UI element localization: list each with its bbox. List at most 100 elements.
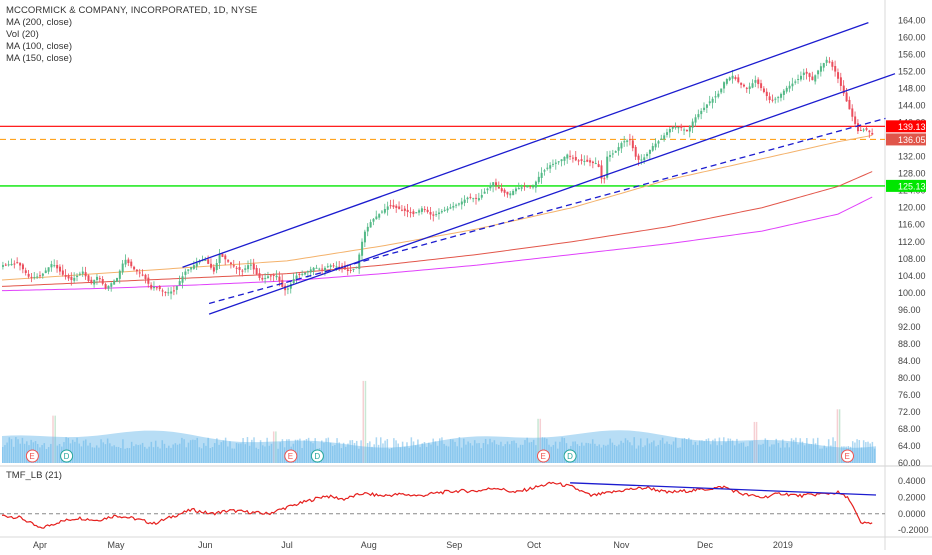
candle <box>466 197 469 200</box>
channel-middle-line[interactable] <box>208 73 896 315</box>
volume-bar <box>867 441 869 463</box>
volume-bar <box>758 444 760 463</box>
candle <box>489 185 492 189</box>
candle <box>98 278 101 280</box>
volume-bar <box>578 445 581 463</box>
volume-bar <box>694 441 697 463</box>
candle <box>515 188 517 192</box>
volume-bar <box>54 415 56 463</box>
candle <box>4 264 7 266</box>
candle <box>395 205 398 209</box>
candle <box>606 156 609 178</box>
channel-upper-line[interactable] <box>182 22 869 268</box>
candle <box>620 143 623 149</box>
candle <box>258 273 261 278</box>
volume-bar <box>626 440 629 463</box>
candle <box>432 214 435 216</box>
volume-bar <box>220 442 222 463</box>
volume-bar <box>620 440 622 463</box>
candle <box>133 266 136 270</box>
volume-bar <box>738 443 740 463</box>
volume-bar <box>795 437 797 463</box>
volume-bar <box>865 442 867 463</box>
candle <box>734 77 737 80</box>
volume-bar <box>417 439 419 463</box>
volume-bar <box>751 440 753 463</box>
volume-bar <box>587 443 590 463</box>
candle <box>352 268 355 270</box>
candle <box>227 260 230 262</box>
channel-lower-dashed-line[interactable] <box>208 117 886 305</box>
candle <box>24 270 27 273</box>
candle <box>298 273 301 275</box>
volume-bar <box>659 440 662 463</box>
candle <box>648 150 651 154</box>
indicator-vol[interactable]: Vol (20) <box>6 29 39 40</box>
candle <box>326 266 329 268</box>
volume-bar <box>353 442 356 463</box>
volume-bar <box>723 437 725 463</box>
earnings-marker[interactable] <box>284 449 298 463</box>
candle <box>306 271 309 273</box>
volume-bar <box>327 437 330 463</box>
volume-bar <box>854 442 856 463</box>
price-tick-label: 112.00 <box>898 237 925 247</box>
volume-bar <box>449 439 452 463</box>
time-tick-label: May <box>107 540 125 550</box>
volume-bar <box>117 446 120 463</box>
volume-bar <box>355 440 358 463</box>
price-tick-label: 132.00 <box>898 152 926 162</box>
volume-bar <box>207 437 209 463</box>
volume-bar <box>95 445 98 463</box>
volume-bar <box>192 439 194 463</box>
volume-bar <box>766 440 769 463</box>
candle <box>472 198 475 200</box>
volume-bar <box>23 443 26 463</box>
indicator-ma100[interactable]: MA (100, close) <box>6 41 72 52</box>
volume-bar <box>113 445 115 463</box>
dividend-marker[interactable] <box>563 449 577 463</box>
volume-bar <box>15 437 17 463</box>
candle <box>335 266 338 268</box>
candle <box>130 261 133 267</box>
volume-bar <box>657 444 659 463</box>
candle <box>144 274 147 279</box>
earnings-marker[interactable] <box>841 449 854 463</box>
candle <box>623 141 626 143</box>
candle <box>714 96 717 98</box>
volume-bar <box>653 440 655 463</box>
volume-bar <box>187 442 190 463</box>
tmf-divergence-line[interactable] <box>570 482 877 496</box>
volume-bar <box>181 437 183 463</box>
dividend-marker[interactable] <box>60 449 74 463</box>
volume-bar <box>128 448 131 463</box>
candle <box>495 182 498 186</box>
indicator-ma200[interactable]: MA (200, close) <box>6 17 72 28</box>
candle <box>315 267 318 269</box>
volume-bar <box>176 444 179 463</box>
volume-bar <box>559 441 561 463</box>
tmf-legend[interactable]: TMF_LB (21) <box>6 470 62 481</box>
candle <box>477 198 480 201</box>
volume-bar <box>299 438 301 463</box>
time-tick-label: Aug <box>361 540 377 550</box>
indicator-ma150[interactable]: MA (150, close) <box>6 53 72 64</box>
earnings-marker[interactable] <box>25 449 39 463</box>
volume-bar <box>530 441 533 463</box>
candle <box>19 263 22 266</box>
candle <box>204 260 207 262</box>
candle <box>241 270 244 272</box>
volume-bar <box>406 442 408 463</box>
marker-letter: D <box>64 452 70 461</box>
volume-bar <box>633 437 635 463</box>
volume-bar <box>334 445 336 463</box>
time-tick-label: Sep <box>446 540 462 550</box>
time-tick-label: Dec <box>697 540 714 550</box>
candle <box>101 279 104 284</box>
dividend-marker[interactable] <box>310 449 324 463</box>
volume-bar <box>733 445 736 463</box>
candle <box>717 93 720 97</box>
earnings-marker[interactable] <box>537 449 550 463</box>
